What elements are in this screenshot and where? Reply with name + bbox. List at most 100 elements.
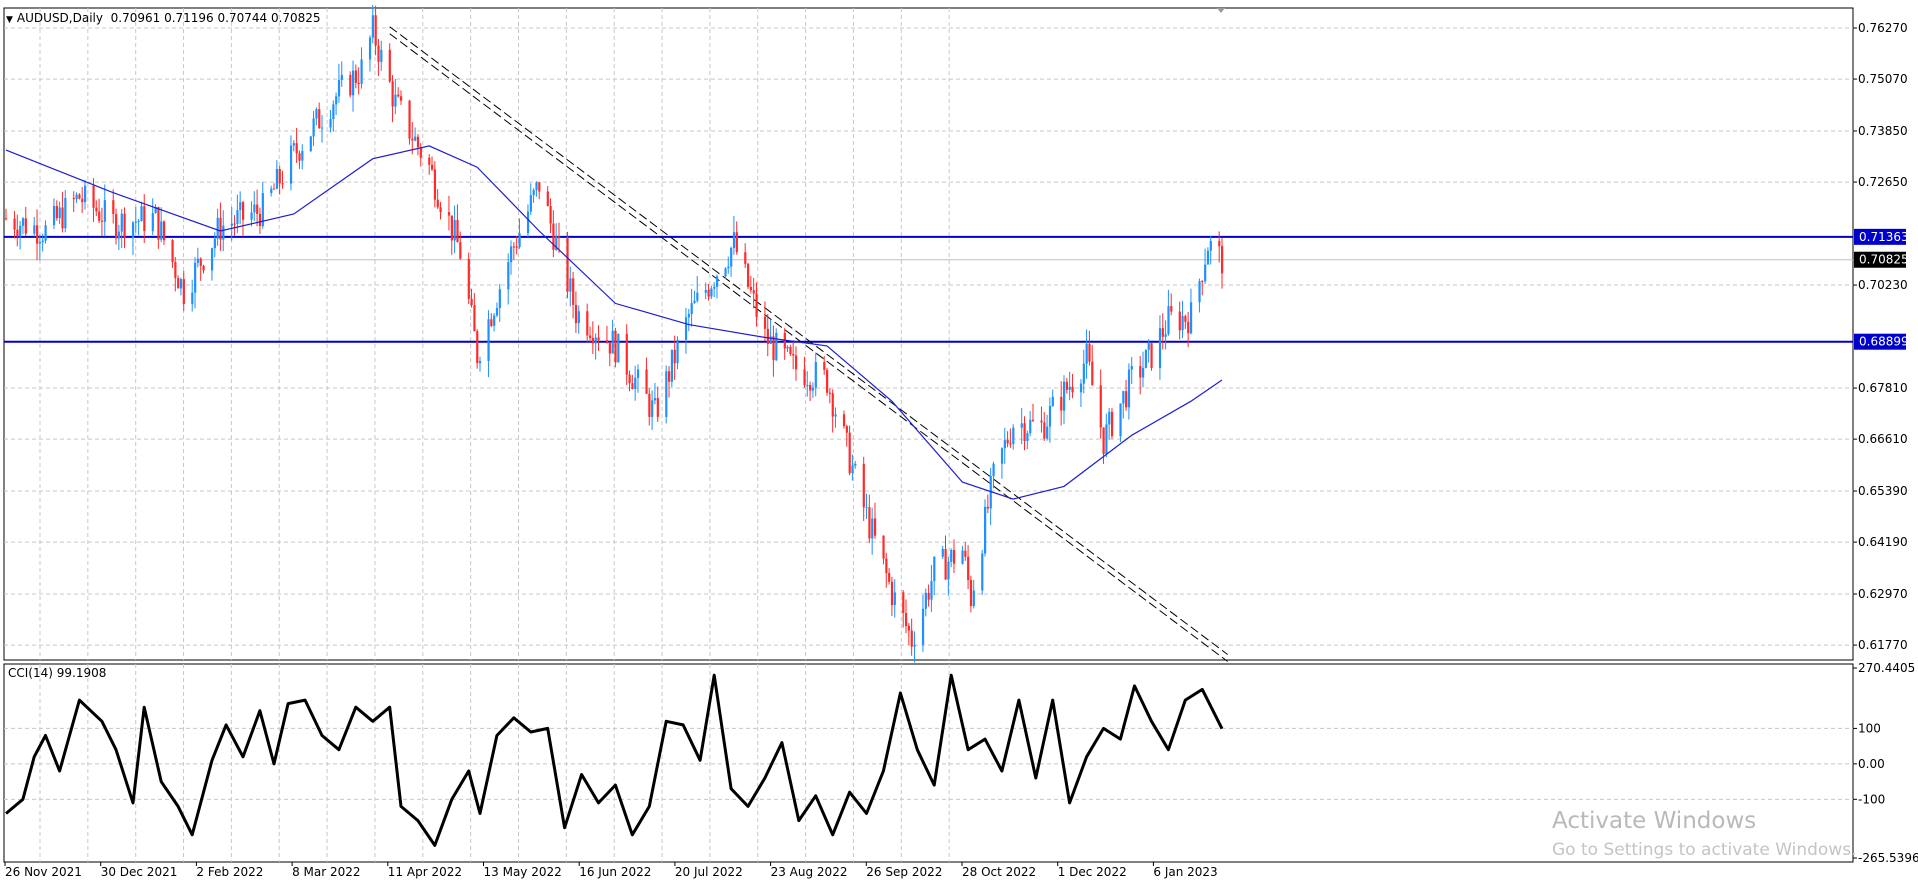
- candle-body: [202, 265, 205, 271]
- candle-body: [981, 553, 984, 591]
- y-tick-label: 0.64190: [1858, 535, 1908, 549]
- x-tick-label: 8 Mar 2022: [292, 865, 360, 879]
- candle-body: [261, 193, 264, 227]
- x-tick-label: 6 Jan 2023: [1153, 865, 1217, 879]
- candle-body: [236, 210, 239, 224]
- cci-y-tick-label: 0.00: [1858, 757, 1885, 771]
- candle-body: [44, 225, 47, 241]
- candle-body: [120, 213, 123, 232]
- y-tick-label: 0.62970: [1858, 587, 1908, 601]
- x-tick-label: 16 Jun 2022: [579, 865, 651, 879]
- candle-body: [52, 205, 56, 226]
- candle-body: [574, 304, 578, 324]
- x-tick-label: 26 Sep 2022: [866, 865, 942, 879]
- y-tick-label: 0.73850: [1858, 124, 1908, 138]
- candle-body: [668, 371, 671, 382]
- candle-body: [845, 426, 848, 433]
- activate-windows-sub: Go to Settings to activate Windows.: [1552, 840, 1857, 860]
- candle-body: [241, 202, 245, 220]
- cci-plot-frame: [3, 663, 1854, 863]
- candle-body: [380, 49, 383, 62]
- x-tick-label: 11 Apr 2022: [388, 865, 462, 879]
- candle-body: [715, 276, 719, 287]
- candle-body: [831, 393, 834, 417]
- candle-body: [586, 311, 589, 336]
- candle-body: [749, 286, 753, 291]
- candle-body: [1020, 423, 1023, 428]
- x-tick-label: 23 Aug 2022: [771, 865, 848, 879]
- candle-body: [137, 220, 140, 222]
- candle-body: [684, 317, 688, 340]
- level-price-label: 0.71363: [1859, 230, 1909, 244]
- candle-body: [210, 248, 214, 271]
- candle-body: [335, 96, 338, 105]
- candle-body: [526, 211, 530, 234]
- x-tick-label: 30 Dec 2021: [101, 865, 178, 879]
- candle-body: [309, 136, 312, 152]
- candle-body: [865, 507, 868, 509]
- candle-body: [230, 223, 233, 226]
- candle-body: [1048, 405, 1052, 427]
- candle-body: [1161, 328, 1164, 337]
- candle-body: [436, 199, 439, 208]
- candle-body: [882, 535, 885, 559]
- trendline-upper: [389, 26, 1228, 655]
- candle-body: [910, 630, 913, 647]
- candle-body: [665, 371, 668, 417]
- candle-body: [557, 236, 561, 238]
- candle-body: [1046, 426, 1049, 439]
- candle-body: [628, 374, 631, 384]
- x-tick-label: 2 Feb 2022: [196, 865, 263, 879]
- candle-body: [617, 333, 620, 363]
- candle-body: [992, 463, 995, 477]
- candle-body: [134, 221, 137, 223]
- candle-body: [1170, 306, 1173, 312]
- candle-body: [24, 218, 27, 234]
- candle-body: [58, 207, 61, 219]
- candle-body: [478, 361, 482, 364]
- candle-body: [349, 74, 352, 96]
- candle-body: [275, 168, 279, 189]
- candle-body: [512, 246, 516, 248]
- candle-body: [1063, 381, 1066, 411]
- candle-body: [157, 206, 160, 240]
- candle-body: [64, 198, 67, 229]
- candle-body: [374, 15, 377, 46]
- candle-body: [191, 292, 194, 304]
- candle-body: [273, 188, 276, 190]
- candle-body: [5, 218, 8, 220]
- candle-body: [625, 333, 628, 375]
- candle-body: [222, 225, 225, 240]
- candle-body: [913, 644, 916, 647]
- candle-body: [854, 463, 857, 466]
- candle-body: [450, 215, 453, 241]
- candle-body: [162, 221, 166, 241]
- candle-body: [459, 242, 462, 259]
- current-price-label: 0.70825: [1859, 253, 1909, 267]
- candle-body: [493, 315, 496, 326]
- collapse-triangle-icon[interactable]: ▼: [6, 15, 13, 25]
- candle-body: [871, 518, 874, 539]
- candle-body: [1209, 240, 1212, 251]
- candle-body: [1221, 246, 1224, 274]
- y-tick-label: 0.70230: [1858, 278, 1908, 292]
- candle-body: [399, 96, 403, 101]
- candle-body: [828, 392, 832, 394]
- y-tick-label: 0.72650: [1858, 175, 1908, 189]
- y-tick-label: 0.67810: [1858, 381, 1908, 395]
- candle-body: [1068, 386, 1071, 390]
- y-tick-label: 0.66610: [1858, 432, 1908, 446]
- candle-body: [315, 109, 318, 119]
- candle-body: [1000, 448, 1004, 464]
- candle-body: [41, 240, 44, 243]
- candle-body: [885, 558, 888, 574]
- candle-body: [473, 305, 476, 332]
- candle-body: [337, 79, 341, 97]
- candle-body: [95, 207, 98, 212]
- candle-body: [143, 206, 146, 232]
- candle-body: [532, 190, 535, 196]
- candle-body: [648, 393, 651, 417]
- candle-body: [1204, 264, 1207, 282]
